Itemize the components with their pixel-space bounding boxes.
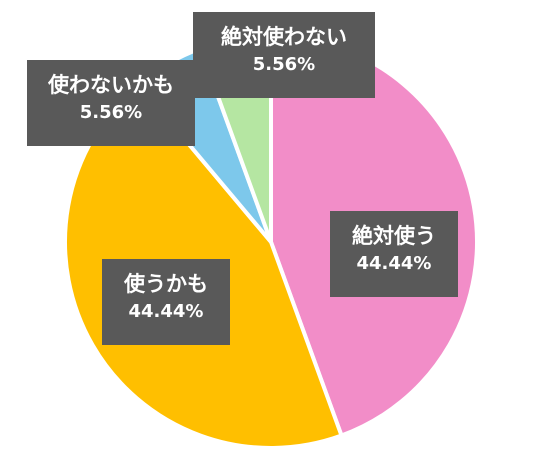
- data-label-tsukawanai-kamo: 使わないかも 5.56%: [27, 60, 195, 146]
- slice-percent: 44.44%: [128, 301, 204, 323]
- slice-label: 使うかも: [124, 272, 208, 296]
- slice-percent: 5.56%: [252, 54, 316, 76]
- slice-label: 絶対使う: [352, 224, 436, 248]
- data-label-zettai-tsukau: 絶対使う 44.44%: [330, 211, 458, 297]
- slice-percent: 44.44%: [356, 253, 432, 275]
- data-label-zettai-tsukawanai: 絶対使わない 5.56%: [193, 12, 375, 98]
- slice-percent: 5.56%: [79, 102, 143, 124]
- slice-label: 使わないかも: [48, 73, 174, 97]
- data-label-tsukau-kamo: 使うかも 44.44%: [102, 259, 230, 345]
- slice-label: 絶対使わない: [221, 25, 347, 49]
